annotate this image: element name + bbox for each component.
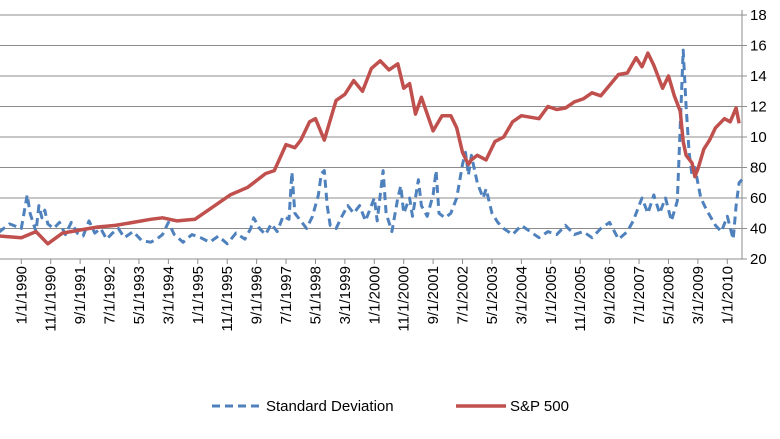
y-tick-label: 14 <box>750 68 767 85</box>
y-tick-label: 60 <box>750 190 767 207</box>
x-tick-label: 3/1/1994 <box>160 266 177 324</box>
x-tick-label: 3/1/2004 <box>513 266 530 324</box>
x-tick-label: 9/1/2001 <box>425 266 442 324</box>
x-tick-label: 7/1/2002 <box>455 266 472 324</box>
x-tick-label: 3/1/1999 <box>337 266 354 324</box>
legend: Standard Deviation S&P 500 <box>212 398 569 415</box>
axes <box>0 10 743 260</box>
legend-label-sp500: S&P 500 <box>510 398 569 415</box>
x-tick-label: 9/1/2006 <box>602 266 619 324</box>
x-tick-label: 11/1/2005 <box>572 266 589 332</box>
y-tick-label: 10 <box>750 129 767 146</box>
x-tick-label: 7/1/1997 <box>278 266 295 324</box>
y-tick-label: 80 <box>750 160 767 177</box>
x-tick-label: 9/1/1991 <box>72 266 89 324</box>
x-tick-label: 1/1/2010 <box>719 266 736 324</box>
y-tick-label: 40 <box>750 221 767 238</box>
x-tick-label: 5/1/1993 <box>131 266 148 324</box>
x-tick-label: 3/1/2009 <box>690 266 707 324</box>
series-line-standard-deviation <box>0 48 744 246</box>
x-tick-label: 5/1/2003 <box>484 266 501 324</box>
x-tick-label: 11/1/2000 <box>396 266 413 332</box>
x-tick-label: 9/1/1996 <box>249 266 266 324</box>
x-tick-label: 1/1/2005 <box>543 266 560 324</box>
x-tick-label: 7/1/2007 <box>631 266 648 324</box>
x-tick-label: 1/1/1990 <box>13 266 30 324</box>
x-tick-label: 1/1/2000 <box>366 266 383 324</box>
gridlines <box>0 14 747 260</box>
y-tick-label: 18 <box>750 7 767 24</box>
y-tick-label: 20 <box>750 251 767 268</box>
y-tick-label: 12 <box>750 99 767 116</box>
x-tick-label: 5/1/1998 <box>307 266 324 324</box>
x-tick-label: 11/1/1990 <box>43 266 60 332</box>
series-layer <box>0 48 744 246</box>
y-tick-label: 16 <box>750 38 767 55</box>
x-tick-label: 11/1/1995 <box>219 266 236 332</box>
x-axis-tick-labels: 1/1/1990 11/1/1990 9/1/1991 7/1/1992 5/1/199… <box>13 259 736 332</box>
x-tick-label: 5/1/2008 <box>660 266 677 324</box>
series-line-sp500 <box>0 51 741 246</box>
y-axis-tick-labels: 20 40 60 80 10 12 14 16 18 <box>750 7 767 268</box>
x-tick-label: 1/1/1995 <box>190 266 207 324</box>
legend-label-standard-deviation: Standard Deviation <box>266 398 394 415</box>
x-tick-label: 7/1/1992 <box>102 266 119 324</box>
